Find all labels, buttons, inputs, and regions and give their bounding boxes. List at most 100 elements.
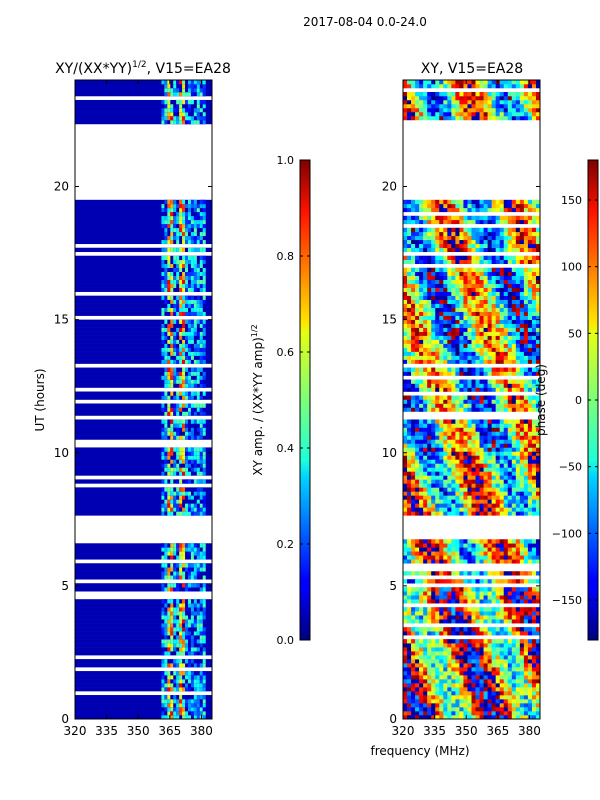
- phase-cell: [535, 295, 541, 300]
- amplitude-cell: [161, 675, 165, 680]
- amplitude-cell: [199, 99, 203, 105]
- phase-cell: [491, 331, 496, 336]
- amplitude-cell: [164, 331, 168, 336]
- phase-cell: [495, 451, 501, 456]
- phase-cell: [467, 543, 472, 548]
- amplitude-cell: [179, 699, 183, 704]
- phase-cell: [507, 451, 513, 456]
- phase-cell: [531, 503, 537, 508]
- phase-cell: [491, 235, 496, 241]
- phase-cell: [511, 235, 517, 241]
- amplitude-cell: [196, 99, 200, 105]
- phase-cell: [471, 239, 476, 245]
- phase-cell: [475, 271, 480, 276]
- amplitude-cell: [185, 623, 189, 628]
- phase-cell: [415, 239, 420, 245]
- phase-cell: [455, 443, 460, 448]
- amplitude-cell: [164, 603, 168, 608]
- phase-cell: [475, 631, 480, 636]
- amplitude-cell: [170, 347, 174, 352]
- phase-cell: [415, 483, 420, 488]
- phase-cell: [479, 659, 484, 664]
- phase-cell: [475, 379, 480, 384]
- amplitude-cell: [164, 615, 168, 620]
- phase-cell: [431, 403, 436, 408]
- phase-cell: [415, 403, 420, 408]
- phase-cell: [531, 711, 537, 716]
- phase-cell: [475, 663, 480, 668]
- phase-cell: [487, 651, 492, 656]
- phase-cell: [527, 455, 533, 460]
- phase-cell: [519, 715, 525, 720]
- phase-cell: [447, 379, 452, 384]
- amplitude-cell: [182, 227, 186, 233]
- phase-cell: [531, 287, 537, 292]
- amplitude-cell: [190, 671, 194, 676]
- amplitude-cell: [199, 331, 203, 336]
- phase-cell: [407, 451, 412, 456]
- phase-cell: [471, 279, 476, 284]
- phase-cell: [519, 547, 525, 552]
- phase-cell: [447, 663, 452, 668]
- phase-cell: [455, 475, 460, 480]
- amplitude-cell: [202, 319, 206, 324]
- amplitude-cell: [193, 347, 197, 352]
- phase-cell: [491, 371, 496, 376]
- phase-cell: [423, 647, 428, 652]
- phase-cell: [535, 615, 541, 620]
- phase-cell: [419, 675, 424, 680]
- phase-cell: [511, 483, 517, 488]
- amplitude-row: [75, 199, 212, 205]
- phase-cell: [491, 439, 496, 444]
- amplitude-cell: [187, 619, 191, 624]
- phase-cell: [475, 503, 480, 508]
- amplitude-cell: [176, 639, 180, 644]
- amplitude-cell: [167, 111, 171, 117]
- amplitude-cell: [190, 395, 194, 400]
- phase-cell: [527, 275, 533, 280]
- amplitude-cell: [190, 379, 194, 384]
- phase-cell: [511, 291, 517, 296]
- phase-cell: [535, 643, 541, 648]
- amplitude-row: [75, 423, 212, 428]
- phase-cell: [431, 275, 436, 280]
- amplitude-row: [75, 247, 212, 253]
- amplitude-cell: [167, 203, 171, 209]
- amplitude-cell: [173, 623, 177, 628]
- phase-cell: [467, 691, 472, 696]
- amplitude-cell: [164, 83, 168, 89]
- phase-cell: [519, 683, 525, 688]
- phase-cell: [443, 615, 448, 620]
- phase-cell: [507, 619, 513, 624]
- phase-cell: [435, 627, 440, 632]
- amplitude-cell: [187, 371, 191, 376]
- phase-cell: [527, 691, 533, 696]
- amplitude-row: [75, 111, 212, 117]
- phase-cell: [407, 615, 412, 620]
- amplitude-cell: [170, 235, 174, 241]
- amplitude-cell: [161, 287, 165, 292]
- amplitude-cell: [170, 643, 174, 648]
- phase-cell: [495, 439, 501, 444]
- phase-cell: [467, 283, 472, 288]
- phase-cell: [527, 347, 533, 352]
- phase-cell: [451, 679, 456, 684]
- amplitude-cell: [161, 575, 165, 580]
- phase-cell: [503, 379, 509, 384]
- amplitude-cell: [173, 371, 177, 376]
- phase-cell: [419, 459, 424, 464]
- phase-cell: [463, 511, 468, 516]
- phase-cell: [427, 695, 432, 700]
- phase-cell: [507, 407, 513, 412]
- phase-cell: [479, 487, 484, 492]
- phase-cell: [411, 507, 416, 512]
- amplitude-cell: [193, 199, 197, 205]
- phase-cell: [459, 543, 464, 548]
- phase-cell: [491, 499, 496, 504]
- phase-cell: [411, 539, 416, 544]
- phase-cell: [455, 355, 460, 360]
- amplitude-cell: [190, 115, 194, 121]
- phase-cell: [431, 699, 436, 704]
- phase-cell: [447, 407, 452, 412]
- amplitude-cell: [164, 395, 168, 400]
